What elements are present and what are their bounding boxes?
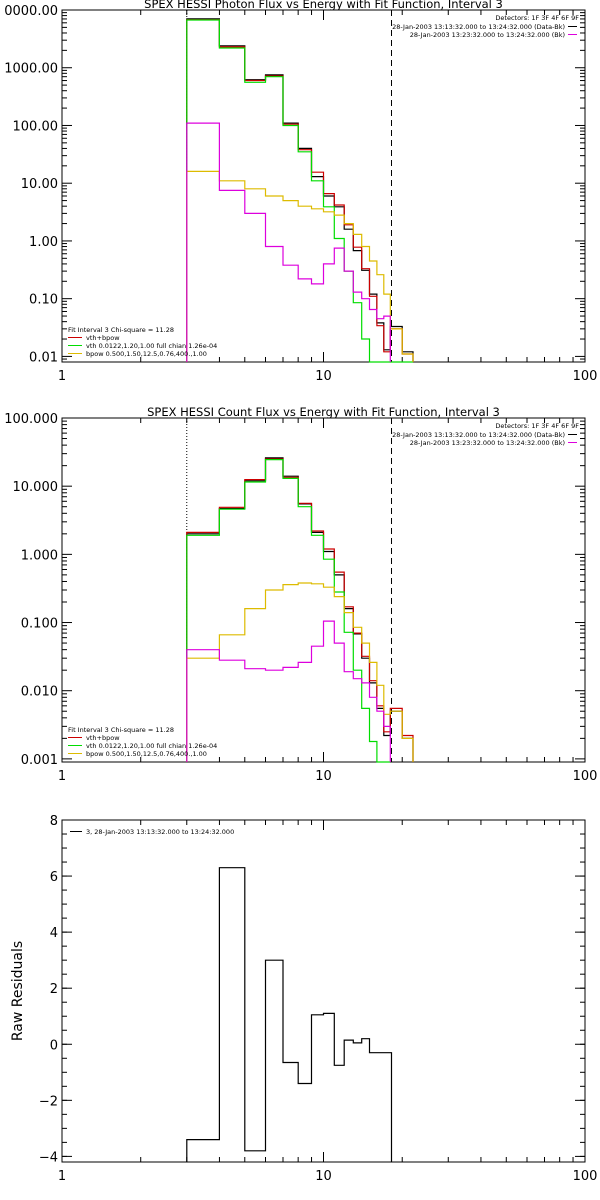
y-tick-label: 6 — [50, 870, 58, 885]
y-tick-label: 0.001 — [21, 753, 58, 768]
x-axis: 1 10 100 — [58, 418, 598, 784]
y-axis: 0.001 0.010 0.100 1.000 10.000 100.000 — [4, 412, 585, 768]
series-bpow — [186, 582, 414, 762]
series-bpow — [186, 170, 414, 362]
x-tick-label: 10 — [315, 1169, 332, 1184]
y-axis: 0.01 0.10 1.00 10.00 100.00 1000.00 0000.00 — [4, 4, 585, 365]
time-range-label: 28-Jan-2003 13:13:32.000 to 13:24:32.000… — [392, 23, 565, 31]
chart-panel-2: SPEX HESSI Count Flux vs Energy with Fit… — [4, 405, 597, 784]
y-tick-label: 1.000 — [21, 548, 58, 563]
plot-frame — [61, 417, 586, 763]
series-bk — [186, 122, 391, 362]
fit-legend-label: bpow 0.500,1.50,12.5,0.76,400.,1.00 — [86, 750, 207, 758]
fit-legend-label: vth 0.0122,1.20,1.00 full chian 1.26e-04 — [86, 342, 217, 350]
y-tick-label: 0.01 — [29, 350, 58, 365]
y-tick-label: −4 — [39, 1150, 58, 1165]
chart-panel-1: SPEX HESSI Photon Flux vs Energy with Fi… — [4, 0, 597, 384]
time-range-label: 28-Jan-2003 13:23:32.000 to 13:24:32.000… — [410, 31, 565, 39]
y-tick-label: 0.100 — [21, 617, 58, 632]
fit-legend: Fit Interval 3 Chi-square = 11.28vth+bpo… — [68, 726, 217, 758]
x-axis: 1 10 100 — [58, 820, 598, 1184]
y-tick-label: −2 — [39, 1094, 58, 1109]
series-group — [186, 18, 414, 363]
x-tick-label: 1 — [58, 1169, 66, 1184]
series-data — [186, 18, 414, 362]
y-tick-label: 0.10 — [29, 293, 58, 308]
y-tick-label: 100.000 — [4, 412, 58, 427]
series-vth-bpow — [186, 458, 414, 762]
chart-legend: 3, 28-Jan-2003 13:13:32.000 to 13:24:32.… — [70, 828, 234, 836]
x-axis: 1 10 100 — [58, 10, 598, 384]
y-tick-label: 0 — [50, 1038, 58, 1053]
y-tick-label: 10.00 — [21, 177, 58, 192]
fit-legend-label: vth+bpow — [86, 334, 120, 342]
detectors-label: Detectors: 1F 3F 4F 6F 9F — [495, 422, 579, 430]
fit-info-line: Fit Interval 3 Chi-square = 11.28 — [68, 326, 174, 334]
y-axis: −4 −2 0 2 4 6 8 — [39, 814, 585, 1165]
y-axis-label: Raw Residuals — [10, 941, 26, 1041]
series-group — [186, 867, 393, 1162]
y-tick-label: 4 — [50, 926, 58, 941]
y-tick-label: 0000.00 — [4, 4, 58, 19]
x-tick-label: 1 — [58, 769, 66, 784]
x-tick-label: 100 — [573, 769, 598, 784]
x-tick-label: 10 — [315, 769, 332, 784]
y-tick-label: 1.00 — [29, 235, 58, 250]
y-tick-label: 8 — [50, 814, 58, 829]
fit-legend-label: vth+bpow — [86, 734, 120, 742]
y-tick-label: 0.010 — [21, 685, 58, 700]
x-tick-label: 1 — [58, 369, 66, 384]
y-tick-label: 2 — [50, 982, 58, 997]
chart-title: SPEX HESSI Count Flux vs Energy with Fit… — [147, 405, 500, 419]
series-residuals — [186, 867, 393, 1162]
chart-panel-3: 1 10 100 −4 −2 0 2 4 6 8 Raw Residuals 3, 28-Jan-20… — [10, 814, 597, 1184]
fit-legend-label: vth 0.0122,1.20,1.00 full chian 1.26e-04 — [86, 742, 217, 750]
series-group — [186, 457, 414, 763]
time-range-label: 28-Jan-2003 13:13:32.000 to 13:24:32.000… — [392, 431, 565, 439]
y-tick-label: 100.00 — [13, 119, 59, 134]
legend-label: 3, 28-Jan-2003 13:13:32.000 to 13:24:32.… — [86, 828, 234, 836]
series-bk — [186, 620, 391, 762]
series-vth — [186, 459, 391, 763]
fit-info-line: Fit Interval 3 Chi-square = 11.28 — [68, 726, 174, 734]
series-data — [186, 457, 414, 762]
chart-title: SPEX HESSI Photon Flux vs Energy with Fi… — [144, 0, 503, 11]
detectors-label: Detectors: 1F 3F 4F 6F 9F — [495, 14, 579, 22]
y-tick-label: 10.000 — [13, 480, 59, 495]
fit-legend: Fit Interval 3 Chi-square = 11.28vth+bpo… — [68, 326, 217, 358]
fit-legend-label: bpow 0.500,1.50,12.5,0.76,400.,1.00 — [86, 350, 207, 358]
y-tick-label: 1000.00 — [4, 62, 58, 77]
x-tick-label: 10 — [315, 369, 332, 384]
x-tick-label: 100 — [573, 369, 598, 384]
series-vth-bpow — [186, 19, 414, 362]
series-vth — [186, 19, 413, 363]
time-range-label: 28-Jan-2003 13:23:32.000 to 13:24:32.000… — [410, 439, 565, 447]
plot-frame — [61, 819, 586, 1163]
x-tick-label: 100 — [573, 1169, 598, 1184]
